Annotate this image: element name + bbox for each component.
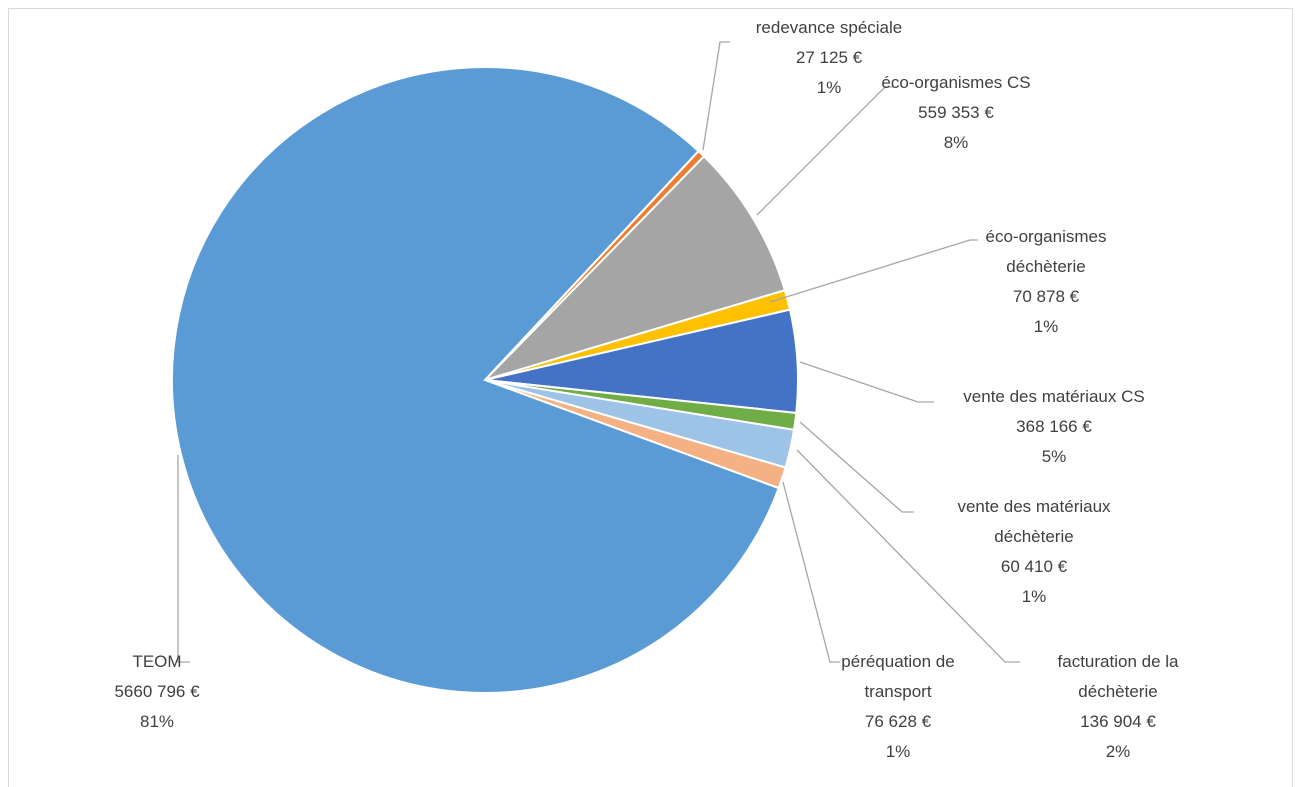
leader-line	[769, 239, 978, 303]
label-value: 60 410 €	[1000, 557, 1068, 576]
data-label: éco-organismes déchèterie 70 878 € 1%	[966, 222, 1126, 342]
data-label: vente des matériaux CS 368 166 € 5%	[924, 382, 1184, 472]
label-value: 559 353 €	[918, 103, 994, 122]
label-value: 368 166 €	[1016, 417, 1092, 436]
leader-line	[796, 449, 1020, 663]
label-percent: 81%	[139, 712, 175, 731]
label-percent: 2%	[1105, 742, 1131, 761]
label-name: éco-organismes déchèterie	[985, 227, 1107, 276]
data-label: péréquation de transport 76 628 € 1%	[833, 647, 963, 767]
data-label: TEOM 5660 796 € 81%	[57, 647, 257, 737]
leader-line	[702, 41, 730, 151]
pie-slice	[484, 154, 787, 381]
label-name: TEOM	[132, 652, 182, 671]
label-name: péréquation de transport	[841, 652, 955, 701]
data-label: redevance spéciale 27 125 € 1%	[699, 13, 959, 103]
label-percent: 8%	[943, 133, 969, 152]
label-name: redevance spéciale	[755, 18, 903, 37]
leader-line	[177, 455, 190, 663]
leader-line	[799, 421, 914, 513]
data-label: facturation de la déchèterie 136 904 € 2%	[1033, 647, 1203, 767]
label-percent: 1%	[1033, 317, 1059, 336]
label-percent: 5%	[1041, 447, 1067, 466]
label-percent: 1%	[1021, 587, 1047, 606]
label-value: 76 628 €	[864, 712, 932, 731]
leader-line	[799, 361, 934, 403]
label-value: 5660 796 €	[114, 682, 200, 701]
pie-slice	[171, 65, 781, 694]
label-name: vente des matériaux CS	[963, 387, 1145, 406]
chart-border	[8, 8, 1293, 787]
data-label: vente des matériaux déchèterie 60 410 € 1%	[944, 492, 1124, 612]
label-percent: 1%	[885, 742, 911, 761]
label-percent: 1%	[816, 78, 842, 97]
label-value: 70 878 €	[1012, 287, 1080, 306]
label-name: éco-organismes CS	[881, 73, 1031, 92]
label-name: vente des matériaux déchèterie	[957, 497, 1111, 546]
label-value: 27 125 €	[795, 48, 863, 67]
leader-line	[756, 86, 893, 216]
data-label: éco-organismes CS 559 353 € 8%	[826, 68, 1086, 158]
label-value: 136 904 €	[1080, 712, 1156, 731]
label-name: facturation de la déchèterie	[1057, 652, 1179, 701]
leader-line	[782, 481, 840, 663]
